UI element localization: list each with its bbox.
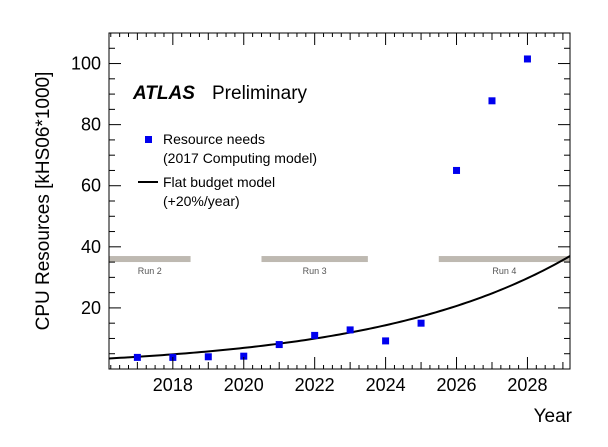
flat-budget-line <box>108 255 571 360</box>
resource-need-marker-2024 <box>382 337 390 345</box>
x-tick-label-2024: 2024 <box>366 375 406 395</box>
x-tick-label-2018: 2018 <box>153 375 193 395</box>
resource-need-marker-2026 <box>453 166 461 174</box>
y-tick-label-60: 60 <box>81 176 101 196</box>
resource-need-marker-2019 <box>204 353 212 361</box>
y-tick-label-20: 20 <box>81 298 101 318</box>
resource-need-marker-2021 <box>275 341 283 349</box>
legend-label-flat-budget-detail: (+20%/year) <box>163 193 240 209</box>
x-tick-label-2022: 2022 <box>295 375 335 395</box>
y-tick-label-40: 40 <box>81 237 101 257</box>
y-tick-label-100: 100 <box>71 54 101 74</box>
run-label-run-4: Run 4 <box>492 266 516 276</box>
resource-need-marker-2028 <box>523 55 531 63</box>
resource-need-marker-2020 <box>240 352 248 360</box>
preliminary-label: Preliminary <box>212 83 308 104</box>
x-tick-label-2026: 2026 <box>436 375 476 395</box>
flat-budget-line-group <box>108 255 571 360</box>
resource-need-marker-2023 <box>346 326 354 334</box>
legend-label-resource-needs: Resource needs <box>163 131 265 147</box>
resource-need-marker-2027 <box>488 97 496 105</box>
run-band-run-3 <box>261 256 368 263</box>
legend-label-flat-budget: Flat budget model <box>163 174 275 190</box>
run-label-run-2: Run 2 <box>138 266 162 276</box>
run-label-run-3: Run 3 <box>303 266 327 276</box>
x-tick-label-2028: 2028 <box>507 375 547 395</box>
y-axis-label: CPU Resources [kHS06*1000] <box>33 72 54 331</box>
tick-labels: 2018 2020 2022 2024 2026 2028 20 40 60 80 100 <box>71 54 548 395</box>
legend-marker-resource-needs <box>145 136 152 143</box>
resource-need-marker-2017 <box>133 353 141 361</box>
run-band-run-4 <box>438 256 570 263</box>
run-bands: Run 2 Run 3 Run 4 <box>109 256 570 276</box>
legend-label-resource-needs-detail: (2017 Computing model) <box>163 150 317 166</box>
axes-ticks <box>109 32 570 370</box>
run-band-run-2 <box>109 256 191 263</box>
x-axis-label: Year <box>534 406 573 427</box>
resource-need-marker-2025 <box>417 319 425 327</box>
y-tick-label-80: 80 <box>81 115 101 135</box>
atlas-label: ATLAS <box>132 83 195 104</box>
resource-need-marker-2022 <box>311 331 319 339</box>
x-tick-label-2020: 2020 <box>224 375 264 395</box>
